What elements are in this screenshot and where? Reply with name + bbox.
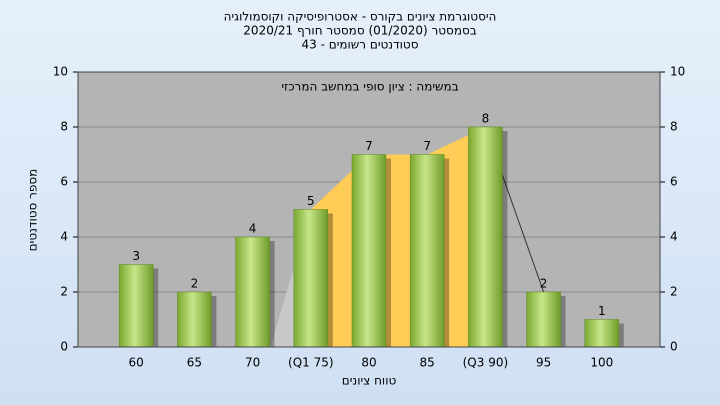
x-tick-label: (Q1 75) [288, 356, 334, 370]
y2-tick-label: 8 [670, 120, 678, 134]
chart-subtitle: סטודנטים רשומים - 43 [301, 38, 418, 52]
y-tick-label: 2 [60, 285, 68, 299]
data-label: 1 [598, 304, 606, 318]
bar [409, 154, 445, 348]
y2-tick-label: 4 [670, 230, 678, 244]
data-label: 4 [249, 222, 257, 236]
y-tick-label: 0 [60, 340, 68, 354]
chart-title: היסטוגרמת ציונים בקורס - אסטרופיסיקה וקו… [224, 10, 497, 24]
x-tick-label: (Q3 90) [463, 356, 509, 370]
y-tick-label: 4 [60, 230, 68, 244]
data-label: 2 [540, 277, 548, 291]
data-label: 3 [132, 249, 140, 263]
data-label: 8 [482, 112, 490, 126]
x-tick-label: 70 [245, 356, 260, 370]
bar [584, 319, 620, 348]
y2-tick-label: 10 [670, 65, 685, 79]
y2-tick-label: 0 [670, 340, 678, 354]
y-axis-label: מספר סטודנטים [26, 169, 40, 252]
data-label: 5 [307, 194, 315, 208]
y2-tick-label: 2 [670, 285, 678, 299]
bar [293, 209, 329, 348]
x-tick-label: 80 [361, 356, 376, 370]
x-tick-label: 85 [420, 356, 435, 370]
plot-border [77, 71, 661, 348]
y-tick-label: 10 [53, 65, 68, 79]
x-tick-label: 60 [129, 356, 144, 370]
bar [177, 291, 212, 348]
x-tick-label: 65 [187, 356, 202, 370]
bar [468, 126, 503, 348]
y-tick-label: 8 [60, 120, 68, 134]
data-label: 7 [423, 139, 431, 153]
x-tick-label: 95 [536, 356, 551, 370]
x-tick-label: 100 [590, 356, 613, 370]
data-label: 7 [365, 139, 373, 153]
chart-subtitle: בסמסטר (01/2020) סמסטר חורף 2020/21 [243, 24, 476, 38]
bar [526, 291, 561, 348]
bar [235, 236, 270, 348]
bar [351, 154, 387, 348]
y2-tick-label: 6 [670, 175, 678, 189]
data-label: 2 [191, 277, 199, 291]
annotation: במשימה : ציון סופי במחשב המרכזי [281, 80, 458, 94]
x-axis-label: טווח ציונים [342, 374, 397, 388]
y-tick-label: 6 [60, 175, 68, 189]
bar [118, 264, 154, 348]
